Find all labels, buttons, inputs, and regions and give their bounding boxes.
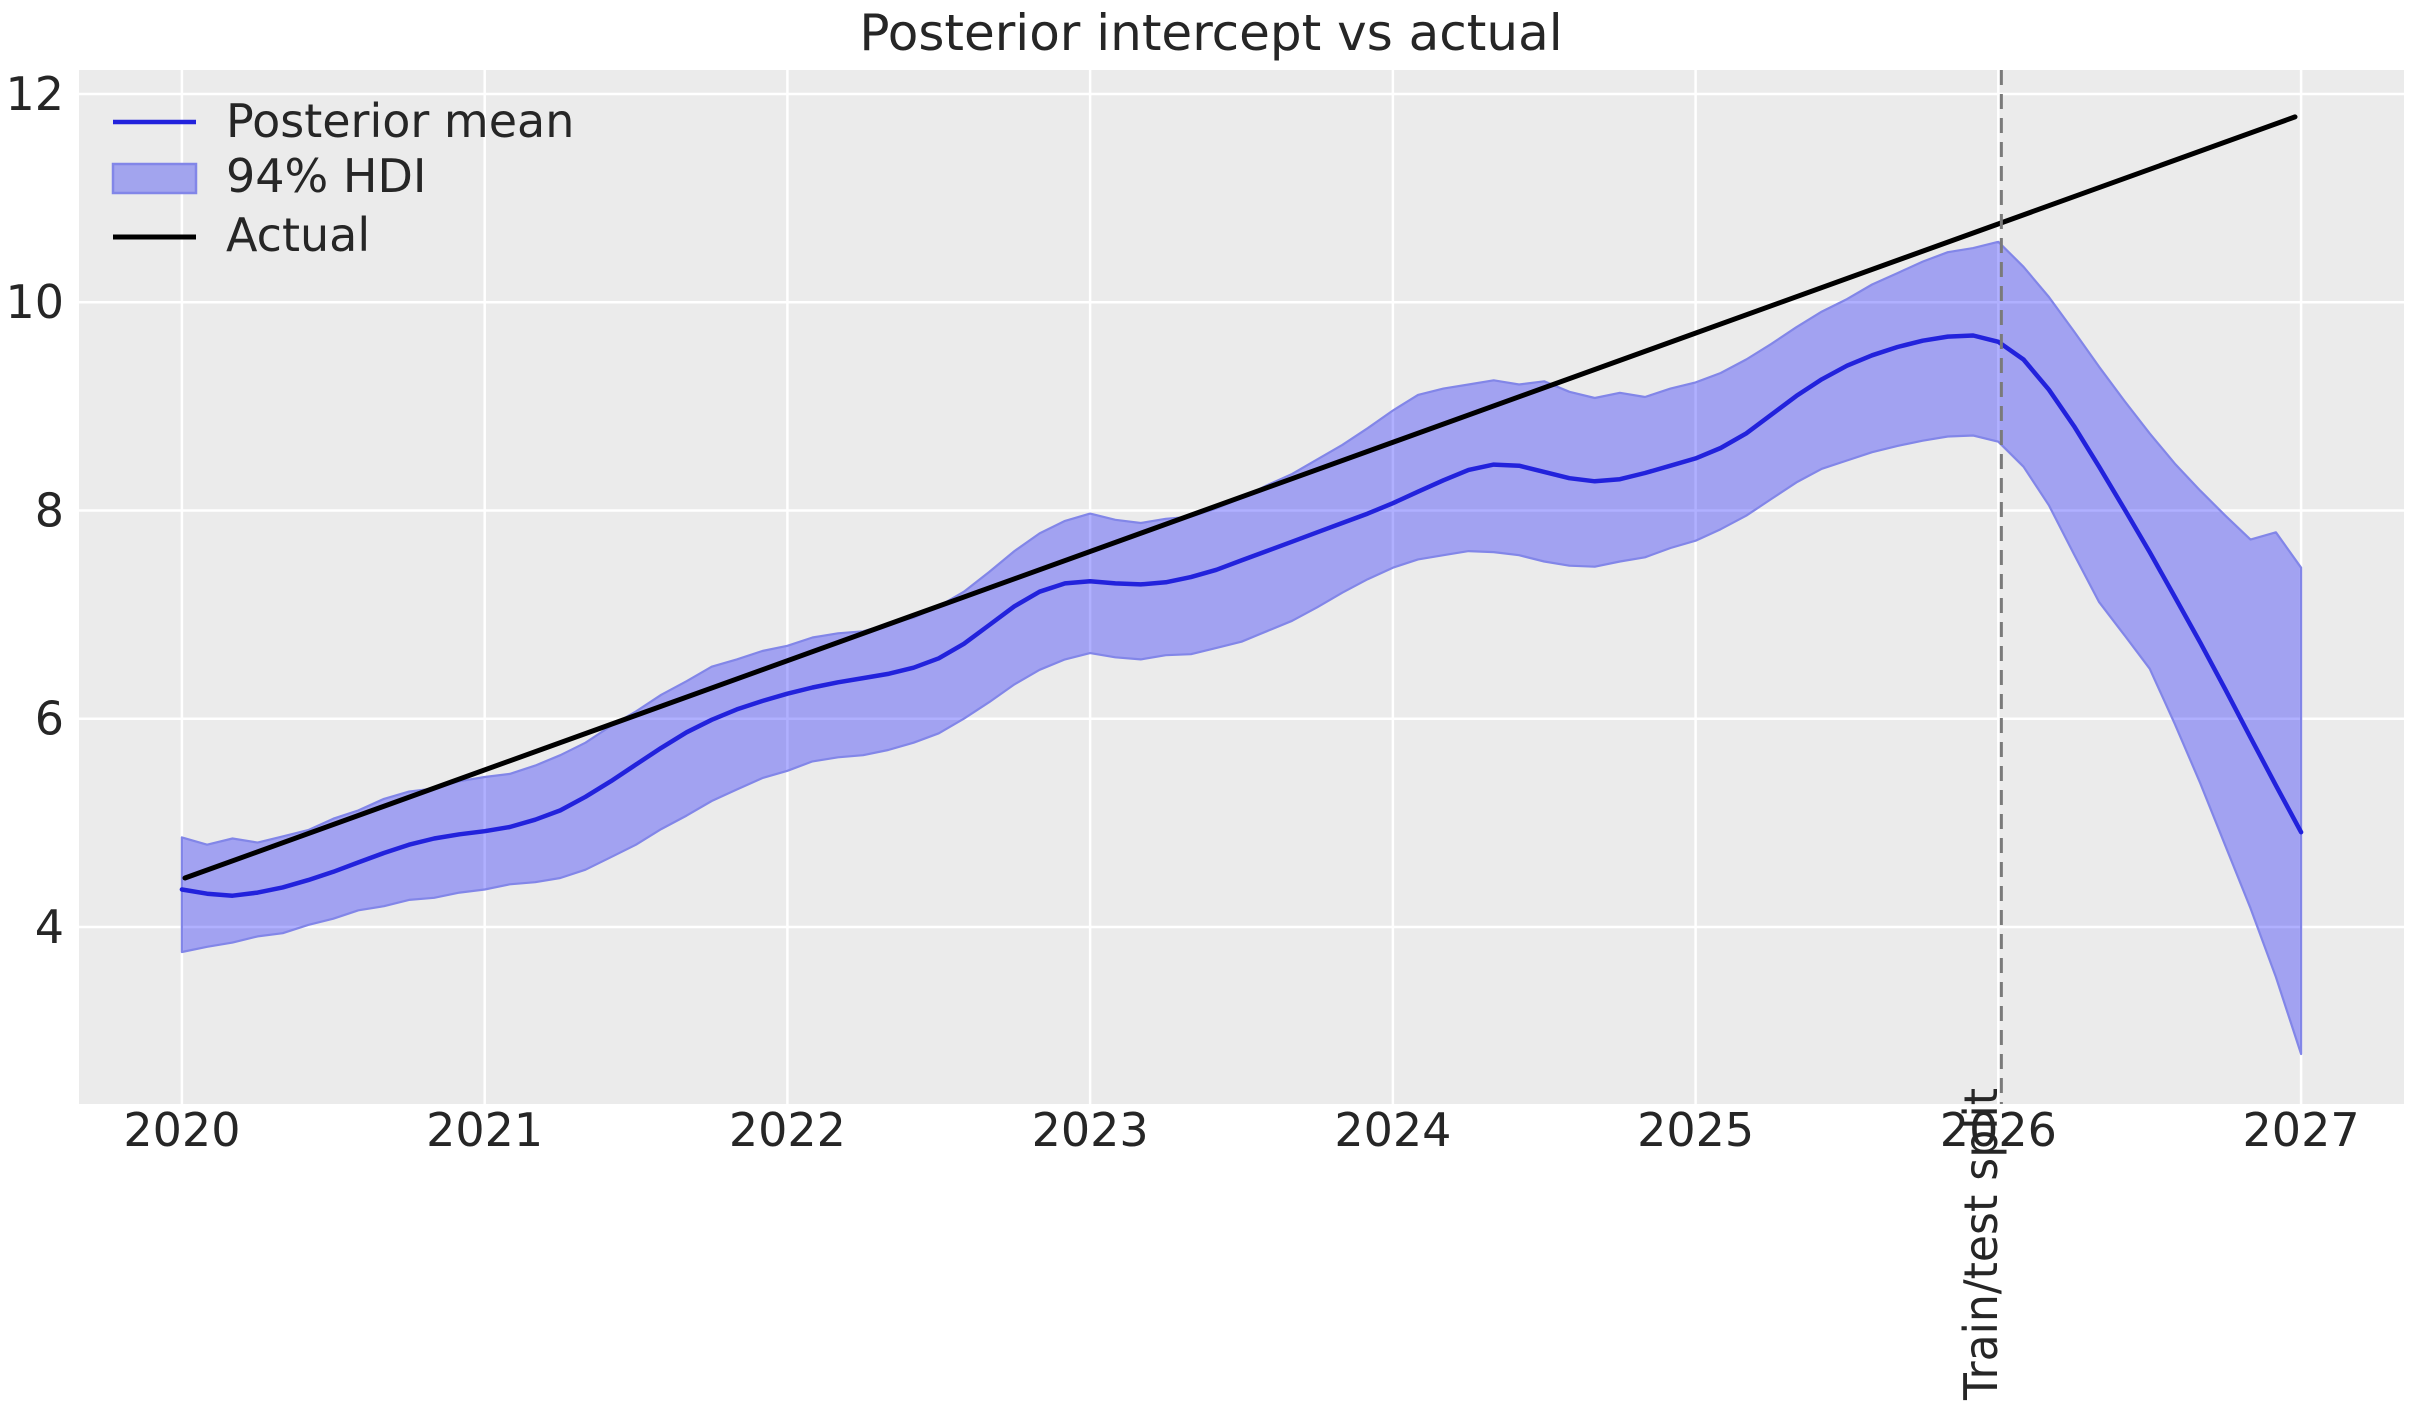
y-tick-label: 12	[5, 67, 64, 121]
y-tick-labels: 4 6 8 10 12	[5, 67, 64, 954]
train-test-split-label: Train/test split	[1954, 1088, 2008, 1401]
x-tick-label: 2023	[1032, 1103, 1149, 1157]
gridlines	[79, 70, 2404, 1104]
data-lines	[179, 114, 2304, 898]
posterior-mean-line	[179, 333, 2304, 898]
legend-label-hdi: 94% HDI	[226, 149, 426, 203]
x-tick-label: 2026	[1940, 1103, 2057, 1157]
x-tick-labels: 2020 2021 2022 2023 2024 2025 2026 2027	[123, 1103, 2359, 1157]
x-tick-label: 2025	[1637, 1103, 1754, 1157]
legend-patch-hdi	[111, 162, 198, 195]
y-tick-label: 4	[35, 900, 64, 954]
legend-label-actual: Actual	[226, 208, 370, 262]
chart-title: Posterior intercept vs actual	[859, 4, 1562, 62]
x-tick-label: 2024	[1334, 1103, 1451, 1157]
y-tick-label: 6	[35, 692, 64, 746]
x-tick-label: 2021	[426, 1103, 543, 1157]
legend-label-posterior-mean: Posterior mean	[226, 94, 574, 148]
actual-line	[182, 114, 2298, 881]
x-tick-label: 2022	[729, 1103, 846, 1157]
y-tick-label: 10	[5, 275, 64, 329]
legend: Posterior mean 94% HDI Actual	[111, 94, 574, 262]
axes-background	[79, 70, 2404, 1104]
x-tick-label: 2020	[123, 1103, 240, 1157]
y-tick-label: 8	[35, 483, 64, 537]
x-tick-label: 2027	[2243, 1103, 2360, 1157]
